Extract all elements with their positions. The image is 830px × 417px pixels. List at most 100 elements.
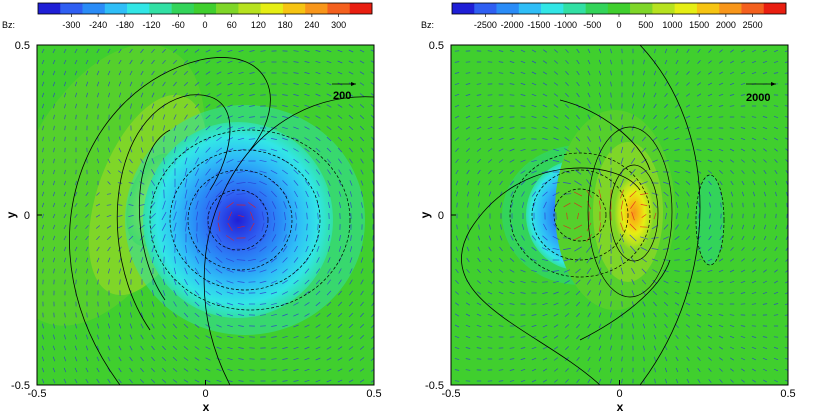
right-vector-arrow [653,312,657,318]
left-vector-arrow [359,379,365,383]
right-vector-arrow [665,378,667,384]
right-vector-arrow [685,324,691,328]
left-vector-arrow [272,222,276,232]
left-vector-arrow [205,357,211,361]
left-vector-arrow [338,180,342,186]
right-vector-arrow [564,313,570,317]
right-vector-arrow [476,115,482,119]
left-vector-arrow [337,104,343,108]
right-vector-arrow [520,336,526,338]
left-vector-arrow [236,193,246,195]
right-vector-arrow [520,159,526,163]
right-vector-arrow [675,378,679,384]
right-vector-arrow [629,190,637,198]
right-vector-arrow [653,103,657,109]
right-vector-arrow [542,191,548,197]
right-vector-arrow [686,346,690,350]
left-vector-arrow [304,115,310,119]
left-colorbar-tick-label: 180 [278,20,293,30]
right-vector-arrow [520,358,526,360]
left-vector-arrow [293,324,299,328]
left-vector-arrow [74,59,78,65]
right-vector-arrow [773,126,779,130]
right-vector-arrow [764,191,766,197]
left-vector-arrow [163,136,165,142]
right-vector-arrow [563,159,571,163]
left-vector-arrow [74,203,78,207]
right-vector-arrow [520,170,526,174]
right-vector-arrow [642,290,646,296]
right-vector-arrow [741,49,745,53]
right-vector-arrow [542,313,548,317]
left-vector-arrow [53,257,55,263]
right-vector-arrow [621,290,623,296]
left-vector-arrow [96,235,100,241]
right-vector-arrow [598,200,602,210]
left-vector-arrow [106,193,112,195]
left-vector-arrow [162,49,166,53]
right-vector-arrow [719,247,723,251]
left-vector-arrow [86,268,88,274]
left-vector-arrow [304,50,310,52]
left-vector-arrow [250,211,254,221]
left-vector-arrow [128,215,134,217]
right-vector-arrow [520,180,526,186]
left-vector-arrow [151,169,155,175]
right-vector-arrow [574,257,582,263]
right-vector-arrow [541,258,549,262]
left-vector-arrow [162,245,166,253]
left-vector-arrow [360,268,364,274]
left-vector-arrow [194,114,200,120]
right-vector-arrow [487,269,493,273]
right-vector-arrow [577,212,579,220]
right-vector-arrow [586,268,592,274]
right-vector-arrow [620,146,624,154]
left-vector-arrow [184,278,188,286]
left-vector-arrow [74,191,78,197]
right-vector-arrow [651,237,659,239]
left-vector-arrow [52,59,56,65]
left-vector-arrow [151,92,155,98]
left-vector-arrow [271,234,277,242]
right-vector-arrow [786,224,788,230]
left-vector-arrow [215,169,223,175]
right-vector-arrow [542,346,548,350]
right-vector-arrow [698,202,700,208]
right-vector-arrow [707,247,713,251]
right-vector-arrow [730,357,734,361]
left-vector-arrow [183,379,189,383]
right-vector-arrow [553,335,559,339]
right-vector-arrow [685,302,691,306]
right-vector-arrow [477,159,481,163]
left-vector-arrow [129,92,133,98]
left-vector-arrow [118,356,122,362]
left-vector-arrow [118,378,122,384]
left-contour-field: 200 [37,45,374,385]
left-vector-arrow [259,191,267,197]
left-vector-arrow [141,114,143,120]
right-vector-arrow [741,368,745,372]
right-x-tick-min: -0.5 [442,388,461,400]
left-vector-arrow [85,81,89,87]
right-vector-arrow [598,125,602,131]
left-vector-arrow [249,222,255,232]
right-vector-arrow [730,180,734,186]
left-vector-arrow [162,103,166,109]
right-vector-arrow [630,158,636,164]
right-vector-arrow [652,125,658,131]
right-vector-arrow [520,60,526,64]
left-vector-arrow [173,114,177,120]
right-colorbar-tick-label: -1500 [527,20,550,30]
left-vector-arrow [107,158,111,164]
left-vector-arrow [293,357,299,361]
right-vector-arrow [487,336,493,338]
left-vector-arrow [315,169,321,175]
left-colorbar-tick-label: -120 [143,20,161,30]
left-colorbar-tick-label: 120 [251,20,266,30]
right-vector-arrow [554,60,558,64]
left-vector-arrow [337,357,343,361]
left-vector-arrow [216,379,222,383]
left-vector-arrow [271,347,277,349]
right-vector-arrow [729,148,735,152]
left-vector-arrow [140,378,144,384]
